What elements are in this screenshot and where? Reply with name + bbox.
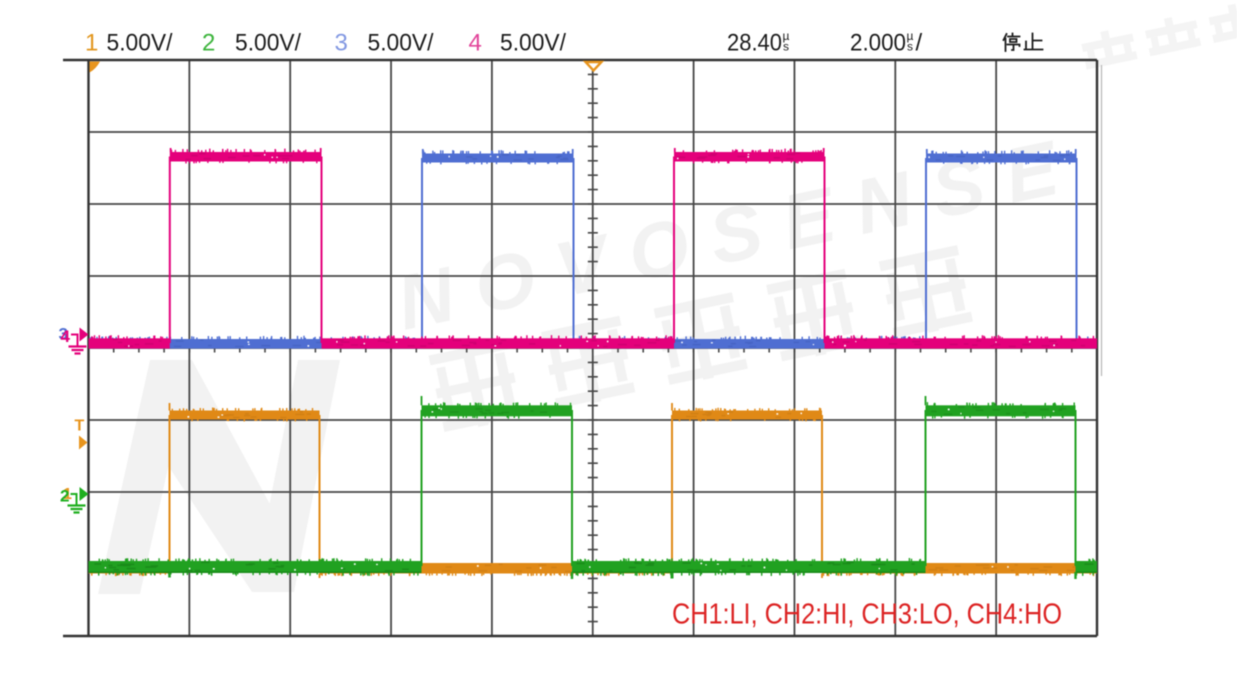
svg-text:28.40: 28.40 <box>727 30 782 57</box>
svg-text:s: s <box>907 40 913 54</box>
svg-text:/: / <box>916 30 923 57</box>
svg-text:2.000: 2.000 <box>850 30 906 57</box>
svg-text:CH1:LI, CH2:HI, CH3:LO, CH4:HO: CH1:LI, CH2:HI, CH3:LO, CH4:HO <box>672 599 1062 631</box>
svg-text:1: 1 <box>85 30 98 57</box>
svg-text:5.00V/: 5.00V/ <box>107 30 173 57</box>
svg-text:5.00V/: 5.00V/ <box>368 30 434 57</box>
svg-text:4: 4 <box>61 327 71 346</box>
svg-text:µ: µ <box>907 29 914 43</box>
svg-text:µ: µ <box>783 29 790 43</box>
svg-text:T: T <box>75 418 85 435</box>
svg-text:4: 4 <box>469 30 482 57</box>
svg-text:3: 3 <box>335 30 348 57</box>
svg-text:1: 1 <box>63 486 72 503</box>
svg-text:2: 2 <box>60 487 69 506</box>
svg-text:s: s <box>783 40 789 54</box>
svg-text:5.00V/: 5.00V/ <box>500 30 566 57</box>
svg-text:3: 3 <box>59 325 68 344</box>
svg-text:5.00V/: 5.00V/ <box>235 30 301 57</box>
svg-text:2: 2 <box>202 30 215 57</box>
